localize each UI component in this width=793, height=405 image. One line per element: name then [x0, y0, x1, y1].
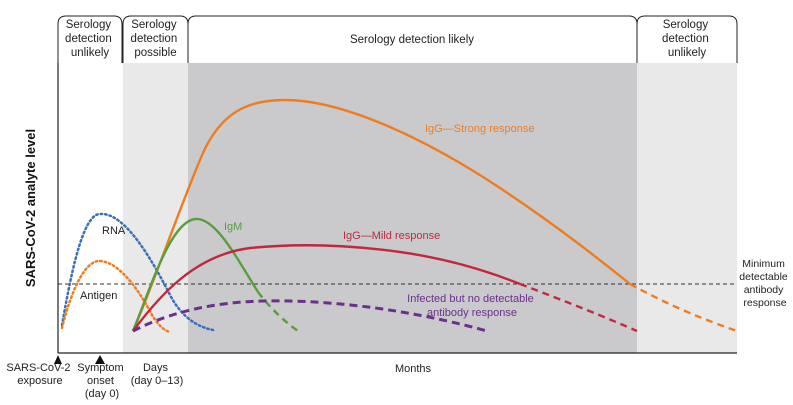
days-line-1: Days	[143, 362, 169, 374]
threshold-label: Minimum detectable antibody response	[739, 258, 790, 309]
onset-line-2: onset	[87, 375, 114, 387]
zone-late-unlikely	[637, 63, 737, 353]
phase-4-line-2: detection	[662, 33, 709, 45]
exposure-line-2: exposure	[17, 375, 62, 387]
onset-line-1: Symptom	[77, 362, 123, 374]
antigen-curve	[60, 259, 172, 334]
igg-mild-curve-dashed	[519, 282, 638, 333]
rna-label: RNA	[102, 225, 126, 237]
threshold-line-1: Minimum	[742, 258, 785, 270]
phase-header-3: Serology detection likely	[187, 15, 638, 63]
no-antibody-line-1: Infected but no detectable	[407, 293, 534, 305]
no-antibody-curve	[132, 299, 488, 333]
phase-4-line-1: Serology	[663, 19, 709, 31]
threshold-line-3: antibody	[744, 284, 784, 296]
phase-1-line-2: detection	[65, 33, 112, 45]
exposure-label: SARS-CoV-2 exposure	[6, 362, 73, 387]
igm-curve-solid	[131, 217, 260, 332]
svg-text:Serology detection: Serology detection possible	[131, 19, 181, 59]
antigen-label: Antigen	[80, 290, 117, 302]
threshold-line-2: detectable	[739, 271, 788, 283]
exposure-line-1: SARS-CoV-2	[6, 362, 70, 374]
igg-strong-curve-solid	[131, 98, 631, 332]
phase-3-line-1: Serology detection likely	[350, 34, 474, 46]
phase-1-line-3: unlikely	[71, 47, 110, 59]
phase-4-line-3: unlikely	[668, 47, 707, 59]
y-axis-label: SARS-CoV-2 analyte level	[23, 129, 38, 287]
no-antibody-line-2: antibody response	[427, 307, 517, 319]
threshold-line-4: response	[743, 297, 786, 309]
months-label: Months	[395, 363, 432, 375]
igg-mild-curve-solid	[132, 244, 521, 332]
exposure-marker	[54, 355, 62, 364]
rna-curve	[60, 212, 215, 332]
igm-curve-dashed	[257, 291, 299, 332]
zone-likely	[188, 63, 637, 353]
phase-header-1: Serology detection unlikely	[57, 15, 123, 63]
onset-line-3: (day 0)	[85, 388, 119, 400]
onset-label: Symptom onset (day 0)	[77, 362, 127, 400]
igg-mild-label: IgG—Mild response	[343, 230, 440, 242]
phase-1-line-1: Serology	[66, 19, 112, 31]
phase-2-line-3: possible	[134, 47, 176, 59]
phase-2-line-2: detection	[131, 33, 178, 45]
igg-strong-label: IgG—Strong response	[425, 123, 534, 135]
igm-label: IgM	[224, 221, 242, 233]
svg-text:Serology detection likely: Serology detection likely	[350, 34, 474, 46]
no-antibody-label: Infected but no detectable antibody resp…	[407, 293, 537, 319]
days-label: Days (day 0–13)	[131, 362, 184, 387]
svg-text:Serology detection: Serology detection unlikely	[65, 19, 115, 59]
igg-strong-curve-dashed	[629, 282, 738, 333]
phase-2-line-1: Serology	[131, 19, 177, 31]
phase-header-4: Serology detection unlikely	[636, 15, 738, 63]
days-line-2: (day 0–13)	[131, 375, 184, 387]
svg-text:Serology detection: Serology detection unlikely	[662, 19, 712, 59]
onset-marker	[95, 355, 105, 364]
phase-header-2: Serology detection possible	[122, 15, 189, 63]
